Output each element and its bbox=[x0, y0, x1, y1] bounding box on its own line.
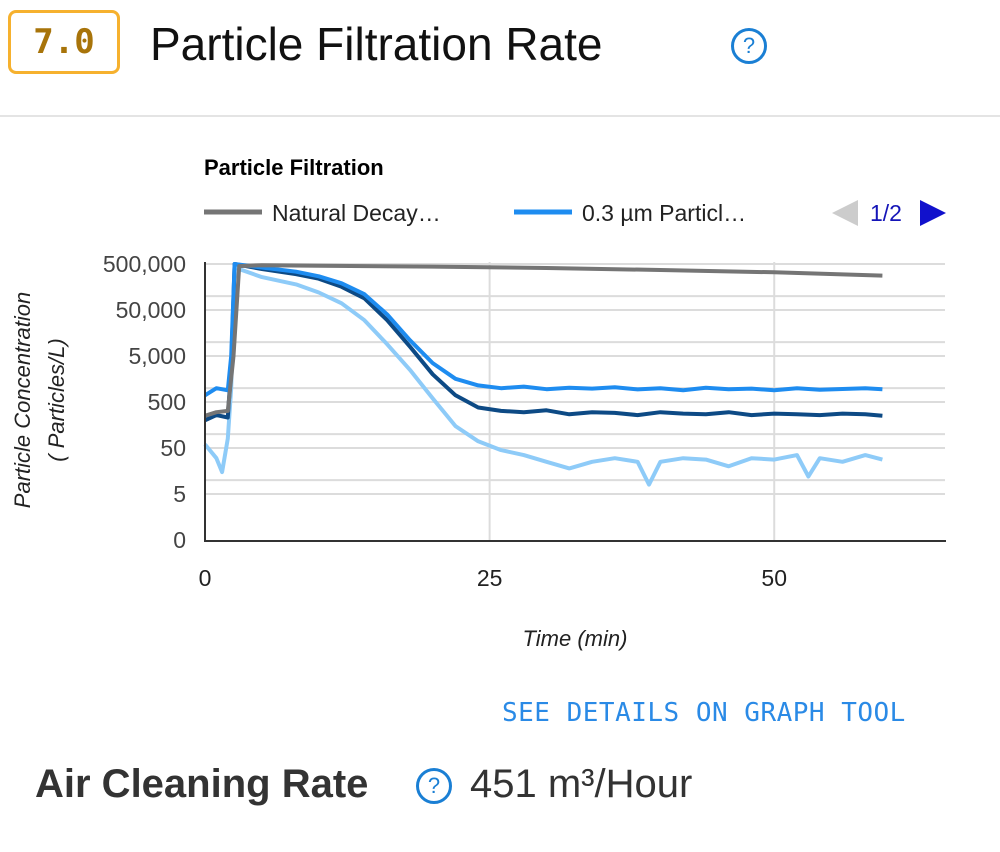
page-title: Particle Filtration Rate bbox=[150, 18, 603, 70]
legend-next-arrow-icon[interactable] bbox=[920, 200, 946, 226]
legend-label-03um[interactable]: 0.3 µm Particl… bbox=[582, 200, 746, 226]
legend-page-indicator: 1/2 bbox=[870, 200, 902, 226]
y-tick-label: 0 bbox=[173, 527, 186, 553]
legend-prev-arrow-icon[interactable] bbox=[832, 200, 858, 226]
series-line-1 bbox=[203, 262, 883, 397]
air-cleaning-rate-value: 451 m³/Hour bbox=[470, 762, 693, 806]
y-axis-label: Particle Concentration ( Particles/L) bbox=[10, 292, 69, 508]
divider bbox=[0, 115, 1000, 117]
particle-filtration-chart: Particle Filtration Natural Decay… 0.3 µ… bbox=[10, 155, 946, 651]
x-tick-label: 0 bbox=[199, 565, 212, 591]
chart-title: Particle Filtration bbox=[204, 155, 384, 180]
legend[interactable]: Natural Decay… 0.3 µm Particl… 1/2 bbox=[204, 200, 946, 226]
score-badge: 7.0 bbox=[8, 10, 120, 74]
y-axis-label-line1: Particle Concentration bbox=[10, 292, 35, 508]
y-tick-label: 50,000 bbox=[116, 297, 186, 323]
series-line-0 bbox=[204, 263, 883, 418]
legend-label-natural-decay[interactable]: Natural Decay… bbox=[272, 200, 441, 226]
question-circle-icon[interactable]: ? bbox=[416, 768, 452, 804]
x-tick-label: 25 bbox=[477, 565, 503, 591]
y-tick-label: 50 bbox=[160, 435, 186, 461]
y-tick-label: 5 bbox=[173, 481, 186, 507]
air-cleaning-rate-label: Air Cleaning Rate bbox=[35, 762, 369, 806]
see-details-link[interactable]: SEE DETAILS ON GRAPH TOOL bbox=[502, 698, 906, 728]
y-axis-label-line2: ( Particles/L) bbox=[44, 338, 69, 461]
question-circle-icon[interactable]: ? bbox=[731, 28, 767, 64]
x-axis-label: Time (min) bbox=[523, 626, 628, 651]
y-tick-label: 500 bbox=[148, 389, 186, 415]
x-tick-label: 50 bbox=[761, 565, 787, 591]
series-line-3 bbox=[203, 265, 883, 487]
y-tick-label: 500,000 bbox=[103, 251, 186, 277]
y-tick-label: 5,000 bbox=[128, 343, 186, 369]
